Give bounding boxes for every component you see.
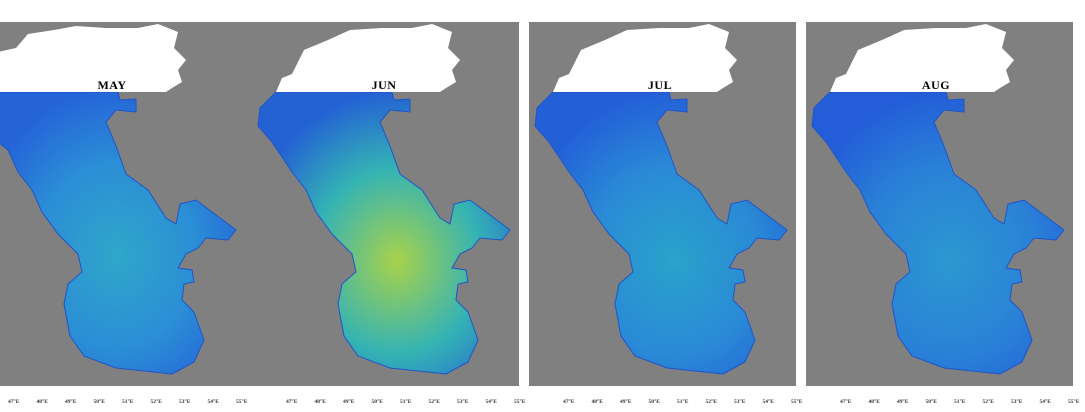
longitude-tick-label: 50°E xyxy=(371,399,383,405)
longitude-axis: 47°E 48°E 49°E 50°E 51°E 52°E 53°E 54°E 55°E xyxy=(0,399,1085,409)
longitude-tick-label: 50°E xyxy=(648,399,660,405)
ice-cover xyxy=(553,24,737,92)
ice-cover xyxy=(276,24,460,92)
longitude-tick-label: 48°E xyxy=(36,399,48,405)
longitude-tick-label: 51°E xyxy=(954,399,966,405)
map-panel-may: MAY xyxy=(0,22,265,386)
longitude-tick-label: 54°E xyxy=(207,399,219,405)
caspian-sea-map xyxy=(534,24,788,375)
longitude-tick-label: 50°E xyxy=(93,399,105,405)
longitude-tick-label: 52°E xyxy=(982,399,994,405)
longitude-tick-label: 51°E xyxy=(677,399,689,405)
map-panel-jun: JUN xyxy=(252,22,519,386)
longitude-tick-label: 48°E xyxy=(314,399,326,405)
longitude-tick-label: 55°E xyxy=(1068,399,1080,405)
ice-cover xyxy=(0,24,186,92)
longitude-tick-label: 52°E xyxy=(150,399,162,405)
sea-water xyxy=(811,91,1065,375)
longitude-tick-label: 49°E xyxy=(343,399,355,405)
month-label: JUL xyxy=(647,78,673,92)
longitude-tick-label: 51°E xyxy=(400,399,412,405)
caspian-sea-map xyxy=(811,24,1065,375)
longitude-tick-label: 51°E xyxy=(122,399,134,405)
longitude-tick-label: 53°E xyxy=(734,399,746,405)
longitude-tick-label: 50°E xyxy=(925,399,937,405)
longitude-tick-label: 55°E xyxy=(514,399,526,405)
map-panel-aug: AUG xyxy=(806,22,1073,386)
longitude-axis: 47°E 48°E 49°E 50°E 51°E 52°E 53°E 54°E 55°E xyxy=(0,399,270,409)
sea-water xyxy=(257,91,511,375)
longitude-tick-label: 47°E xyxy=(286,399,298,405)
longitude-tick-label: 47°E xyxy=(563,399,575,405)
longitude-tick-label: 47°E xyxy=(840,399,852,405)
longitude-tick-label: 49°E xyxy=(65,399,77,405)
longitude-tick-label: 52°E xyxy=(428,399,440,405)
longitude-tick-label: 54°E xyxy=(762,399,774,405)
longitude-axis: 47°E 48°E 49°E 50°E 51°E 52°E 53°E 54°E 55°E xyxy=(0,399,530,409)
longitude-tick-label: 49°E xyxy=(897,399,909,405)
caspian-sea-map xyxy=(0,24,237,375)
sea-water xyxy=(534,91,788,375)
longitude-tick-label: 53°E xyxy=(179,399,191,405)
longitude-tick-label: 48°E xyxy=(868,399,880,405)
longitude-tick-label: 48°E xyxy=(591,399,603,405)
longitude-tick-label: 49°E xyxy=(620,399,632,405)
longitude-tick-label: 54°E xyxy=(1039,399,1051,405)
longitude-tick-label: 54°E xyxy=(485,399,497,405)
ice-cover xyxy=(830,24,1014,92)
sea-water xyxy=(0,91,237,375)
longitude-tick-label: 47°E xyxy=(8,399,20,405)
map-panel-jul: JUL xyxy=(529,22,796,386)
longitude-axis: 47°E 48°E 49°E 50°E 51°E 52°E 53°E 54°E 55°E xyxy=(0,399,810,409)
month-label: AUG xyxy=(921,78,951,92)
longitude-tick-label: 55°E xyxy=(791,399,803,405)
longitude-tick-label: 53°E xyxy=(1011,399,1023,405)
month-label: MAY xyxy=(97,78,127,92)
caspian-sea-map xyxy=(257,24,511,375)
longitude-tick-label: 53°E xyxy=(457,399,469,405)
longitude-tick-label: 52°E xyxy=(705,399,717,405)
month-label: JUN xyxy=(371,78,397,92)
longitude-tick-label: 55°E xyxy=(236,399,248,405)
